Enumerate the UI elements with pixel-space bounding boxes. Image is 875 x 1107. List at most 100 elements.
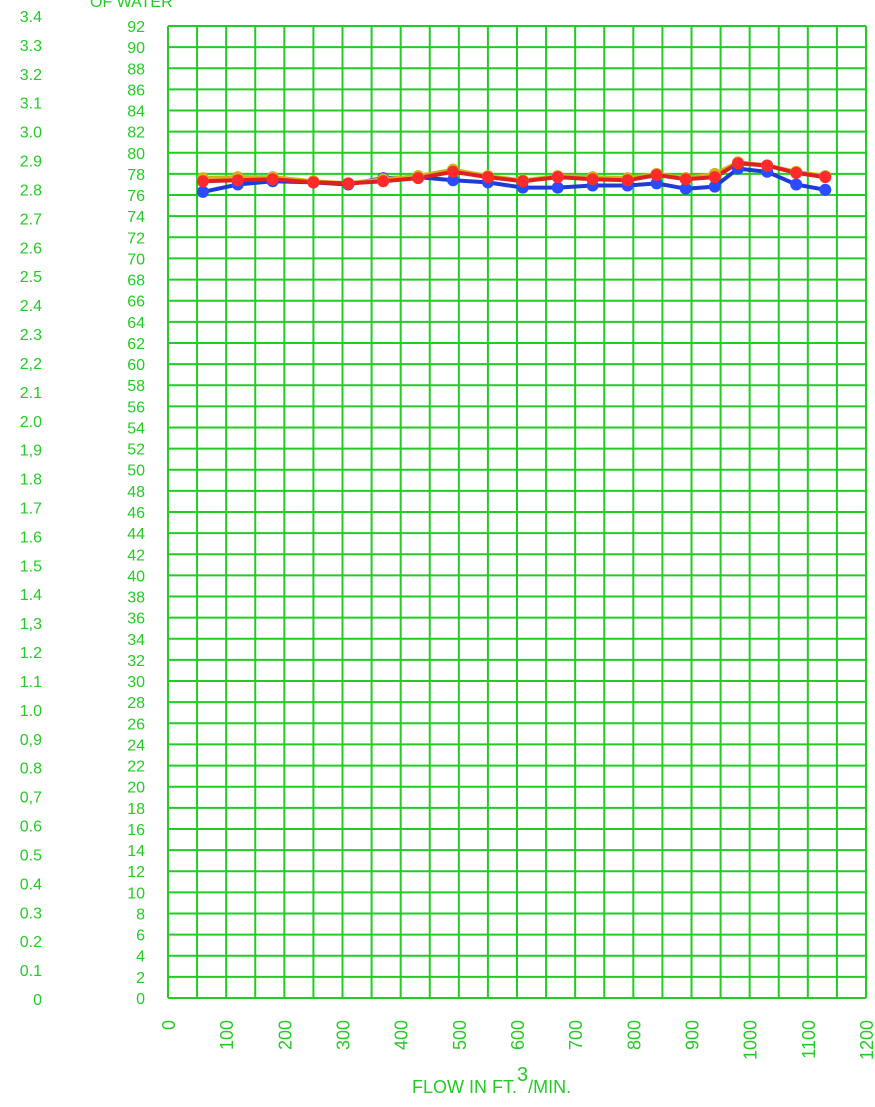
data-point xyxy=(342,177,355,190)
data-point xyxy=(266,173,279,186)
data-point xyxy=(708,171,721,184)
data-point xyxy=(586,173,599,186)
y-tick-label: 24 xyxy=(127,737,145,754)
y2-tick-label: 2,2 xyxy=(20,356,42,373)
x-axis-ticks: 0 100 200 300 400 500 600 700 800 900 1000 1100 1200 xyxy=(159,1020,875,1060)
y-tick-label: 64 xyxy=(127,315,145,332)
y2-tick-label: 2.7 xyxy=(20,211,42,228)
y-tick-label: 66 xyxy=(127,294,145,311)
y-tick-label: 46 xyxy=(127,505,145,522)
data-point xyxy=(679,173,692,186)
x-tick-label: 400 xyxy=(392,1020,412,1050)
y2-tick-label: 0.4 xyxy=(20,876,42,893)
x-tick-label: 1100 xyxy=(799,1020,819,1059)
y2-tick-label: 0.3 xyxy=(20,905,42,922)
y-tick-label: 56 xyxy=(127,399,145,416)
y2-tick-label: 1.4 xyxy=(20,587,42,604)
y2-tick-label: 0,9 xyxy=(20,732,42,749)
data-point xyxy=(790,166,803,179)
y2-tick-label: 3.4 xyxy=(20,9,42,26)
data-point xyxy=(196,175,209,188)
data-point xyxy=(732,157,745,170)
y-tick-label: 50 xyxy=(127,463,145,480)
data-point xyxy=(412,172,425,185)
y2-tick-label: 1.6 xyxy=(20,529,42,546)
y2-tick-label: 2.6 xyxy=(20,240,42,257)
y-tick-label: 10 xyxy=(127,885,145,902)
data-point xyxy=(650,168,663,181)
y2-tick-label: 1.1 xyxy=(20,674,42,691)
y-tick-label: 80 xyxy=(127,146,145,163)
y2-tick-label: 1.2 xyxy=(20,645,42,662)
x-tick-label: 300 xyxy=(334,1020,354,1050)
y2-tick-label: 2.1 xyxy=(20,385,42,402)
y-tick-label: 34 xyxy=(127,632,145,649)
y-axis-ticks: 0246810121416182022242628303234363840424… xyxy=(127,19,145,1008)
y2-tick-label: 2.0 xyxy=(20,414,42,431)
y2-tick-label: 3.3 xyxy=(20,38,42,55)
y-tick-label: 84 xyxy=(127,104,145,121)
y-tick-label: 0 xyxy=(136,991,145,1008)
y-tick-label: 42 xyxy=(127,547,145,564)
y-tick-label: 78 xyxy=(127,167,145,184)
left-axis-label: OF WATER xyxy=(90,0,173,11)
y-tick-label: 2 xyxy=(136,970,145,987)
data-point xyxy=(790,178,803,191)
data-point xyxy=(377,175,390,188)
y-tick-label: 32 xyxy=(127,653,145,670)
y2-tick-label: 2.3 xyxy=(20,327,42,344)
y2-tick-label: 3.0 xyxy=(20,125,42,142)
y-tick-label: 38 xyxy=(127,590,145,607)
y2-tick-label: 0 xyxy=(33,992,42,1009)
y-tick-label: 82 xyxy=(127,125,145,142)
x-tick-label: 100 xyxy=(217,1020,237,1050)
data-point xyxy=(231,174,244,187)
y-tick-label: 6 xyxy=(136,928,145,945)
y-tick-label: 36 xyxy=(127,611,145,628)
y-tick-label: 4 xyxy=(136,949,145,966)
data-point xyxy=(551,181,564,194)
y-tick-label: 52 xyxy=(127,442,145,459)
data-point xyxy=(819,183,832,196)
y2-tick-label: 2.4 xyxy=(20,298,42,315)
y-tick-label: 30 xyxy=(127,674,145,691)
x-tick-label: 700 xyxy=(566,1020,586,1050)
y-tick-label: 76 xyxy=(127,188,145,205)
y2-tick-label: 1,3 xyxy=(20,616,42,633)
x-tick-label: 200 xyxy=(275,1020,295,1050)
y2-tick-label: 3.2 xyxy=(20,67,42,84)
data-point xyxy=(819,171,832,184)
y2-tick-label: 1.5 xyxy=(20,558,42,575)
y2-tick-label: 3.1 xyxy=(20,96,42,113)
y2-tick-label: 0.6 xyxy=(20,819,42,836)
y-tick-label: 62 xyxy=(127,336,145,353)
x-tick-label: 500 xyxy=(450,1020,470,1050)
y2-tick-label: 2.5 xyxy=(20,269,42,286)
y-tick-label: 92 xyxy=(127,19,145,36)
y-tick-label: 40 xyxy=(127,568,145,585)
y2-tick-label: 1.8 xyxy=(20,472,42,489)
data-point xyxy=(196,185,209,198)
y-tick-label: 48 xyxy=(127,484,145,501)
data-point xyxy=(679,182,692,195)
y-tick-label: 26 xyxy=(127,716,145,733)
data-point xyxy=(621,174,634,187)
y2-tick-label: 0.1 xyxy=(20,963,42,980)
y-tick-label: 44 xyxy=(127,526,145,543)
y2-tick-label: 1.0 xyxy=(20,703,42,720)
data-point xyxy=(551,171,564,184)
x-axis-label-main: FLOW IN FT. xyxy=(412,1077,517,1097)
y-tick-label: 28 xyxy=(127,695,145,712)
x-tick-label: 900 xyxy=(683,1020,703,1050)
y2-tick-label: 0,7 xyxy=(20,790,42,807)
y2-tick-label: 1.7 xyxy=(20,501,42,518)
x-axis-label-tail: /MIN. xyxy=(528,1077,571,1097)
y-tick-label: 16 xyxy=(127,822,145,839)
y2-tick-label: 0.5 xyxy=(20,847,42,864)
y-tick-label: 14 xyxy=(127,843,145,860)
y-tick-label: 22 xyxy=(127,759,145,776)
y-tick-label: 74 xyxy=(127,209,145,226)
y-tick-label: 8 xyxy=(136,906,145,923)
data-point xyxy=(481,171,494,184)
